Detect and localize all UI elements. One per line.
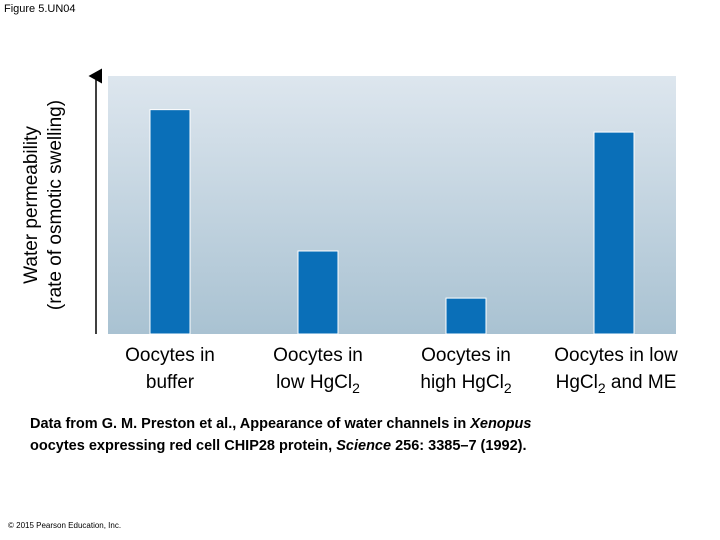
y-axis-label-line1: Water permeability: [21, 126, 42, 284]
x-tick-label-low-hgcl2-me: Oocytes in low HgCl2 and ME: [531, 342, 701, 402]
copyright-notice: © 2015 Pearson Education, Inc.: [8, 521, 122, 530]
citation-italic-xenopus: Xenopus: [470, 416, 532, 432]
bar-high-hgcl2: [445, 297, 487, 335]
citation-text-3: 256: 3385–7 (1992).: [391, 438, 527, 454]
x-tick-label-line2: low HgCl2: [276, 372, 360, 396]
x-tick-label-line1: Oocytes in: [421, 345, 511, 366]
y-axis-label-line2: (rate of osmotic swelling): [45, 99, 66, 311]
bar-low-hgcl2-me: [593, 131, 635, 335]
x-tick-label-line1: Oocytes in: [273, 345, 363, 366]
bars-group: [149, 109, 635, 335]
x-tick-label-line2: HgCl2 and ME: [555, 372, 677, 396]
figure-label: Figure 5.UN04: [4, 3, 76, 15]
x-tick-label-buffer: Oocytes in buffer: [85, 342, 255, 396]
x-tick-label-line2: high HgCl2: [420, 372, 512, 396]
x-tick-label-line1: Oocytes in low: [554, 345, 678, 366]
x-tick-label-line1: Oocytes in: [125, 345, 215, 366]
y-axis-label: Water permeability (rate of osmotic swel…: [20, 75, 72, 335]
x-tick-label-high-hgcl2: Oocytes in high HgCl2: [381, 342, 551, 402]
x-tick-label-low-hgcl2: Oocytes in low HgCl2: [233, 342, 403, 402]
citation: Data from G. M. Preston et al., Appearan…: [30, 413, 710, 457]
x-tick-label-line2: buffer: [145, 372, 195, 393]
citation-text-2: oocytes expressing red cell CHIP28 prote…: [30, 438, 337, 454]
citation-italic-science: Science: [336, 438, 392, 454]
bar-buffer: [149, 109, 191, 335]
citation-text-1: Data from G. M. Preston et al., Appearan…: [30, 416, 471, 432]
bar-low-hgcl2: [297, 250, 339, 335]
plot-background: [108, 76, 676, 334]
